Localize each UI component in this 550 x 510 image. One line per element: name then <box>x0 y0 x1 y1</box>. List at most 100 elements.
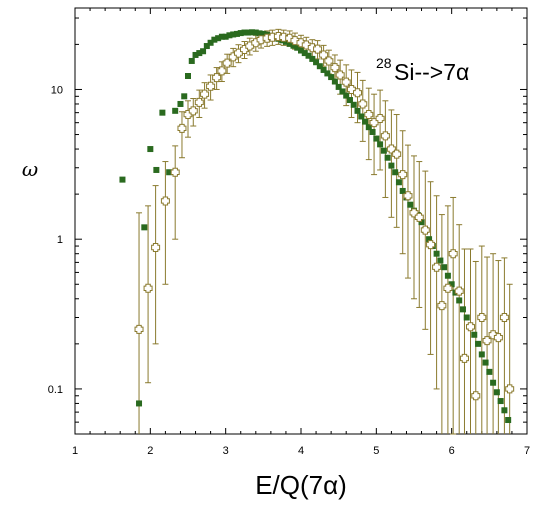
filled-square-point <box>215 35 222 42</box>
filled-square-point <box>305 52 312 59</box>
open-cross-point <box>380 131 390 141</box>
x-tick-label: 3 <box>223 445 229 457</box>
filled-square-point <box>392 169 399 176</box>
filled-square-point <box>222 33 229 40</box>
open-cross-point <box>206 81 216 91</box>
open-cross-point <box>392 149 402 159</box>
filled-square-point <box>226 32 233 39</box>
open-cross-point <box>505 384 515 394</box>
open-cross-point <box>466 322 475 332</box>
filled-square-point <box>365 124 372 131</box>
filled-square-point <box>328 74 335 81</box>
axis-ticks <box>74 8 528 435</box>
filled-square-point <box>147 146 154 153</box>
filled-square-point <box>252 29 259 36</box>
filled-square-point <box>188 57 195 64</box>
open-cross-point <box>403 191 413 201</box>
filled-square-point <box>486 368 493 375</box>
filled-square-point <box>320 66 327 73</box>
filled-square-point <box>136 400 143 407</box>
y-tick-label: 0.1 <box>48 384 63 396</box>
annotation-mass-number: 28 <box>376 55 392 71</box>
filled-square-point <box>407 201 414 208</box>
filled-square-point <box>192 51 199 58</box>
filled-square-point <box>196 50 203 57</box>
filled-square-point <box>172 107 179 114</box>
open-cross-point <box>188 106 198 116</box>
open-cross-point <box>414 212 424 222</box>
filled-square-point <box>290 42 297 49</box>
filled-square-point <box>350 101 357 108</box>
open-cross-point <box>482 336 492 346</box>
filled-square-point <box>358 113 365 120</box>
open-cross-point <box>143 283 153 293</box>
x-tick-label: 4 <box>298 445 304 457</box>
filled-square-point <box>478 351 485 358</box>
open-cross-point <box>459 353 469 363</box>
filled-square-point <box>388 162 395 169</box>
filled-square-point <box>153 166 160 173</box>
filled-square-point <box>501 407 508 414</box>
filled-square-point <box>493 389 500 396</box>
filled-square-point <box>245 29 252 36</box>
filled-square-point <box>298 47 304 54</box>
open-cross-point <box>194 97 204 107</box>
filled-square-point <box>444 272 451 279</box>
filled-square-point <box>119 176 126 183</box>
open-cross-point <box>341 77 351 87</box>
filled-square-point <box>211 36 218 43</box>
filled-square-point <box>482 359 489 366</box>
open-cross-point <box>335 70 345 80</box>
filled-square-point <box>185 73 191 80</box>
open-cross-point <box>432 262 442 272</box>
x-tick-label: 7 <box>524 445 530 457</box>
filled-square-point <box>256 30 263 37</box>
filled-square-point <box>309 55 316 62</box>
filled-square-point <box>475 340 482 347</box>
filled-square-point <box>233 30 240 37</box>
filled-square-point <box>395 179 402 186</box>
open-cross-point <box>477 312 487 322</box>
filled-square-point <box>471 331 478 338</box>
open-cross-point <box>471 391 481 401</box>
filled-square-point <box>159 109 166 116</box>
filled-square-point <box>177 100 184 107</box>
filled-square-point <box>230 31 237 38</box>
x-axis-title: E/Q(7α) <box>255 470 347 500</box>
x-tick-label: 2 <box>147 445 153 457</box>
open-cross-point <box>375 113 385 123</box>
filled-square-point <box>346 97 353 104</box>
filled-square-point <box>237 30 244 37</box>
open-cross-point <box>212 73 222 83</box>
open-cross-point <box>170 167 180 177</box>
filled-square-point <box>369 128 376 135</box>
open-cross-point <box>454 286 464 296</box>
filled-square-point <box>200 48 207 55</box>
filled-square-point <box>141 224 148 231</box>
filled-square-point <box>384 154 391 161</box>
filled-square-point <box>441 264 448 271</box>
error-bars <box>136 28 513 435</box>
open-cross-point <box>151 243 161 253</box>
filled-square-point <box>316 63 323 70</box>
open-cross-point <box>358 99 368 109</box>
filled-square-point <box>373 135 380 142</box>
filled-square-point <box>437 257 444 264</box>
filled-square-point <box>459 306 466 313</box>
filled-square-point <box>354 107 361 114</box>
y-tick-label: 10 <box>51 84 63 96</box>
y-tick-label: 1 <box>57 234 63 246</box>
open-cross-point <box>353 88 362 98</box>
filled-square-point <box>282 38 289 45</box>
open-cross-point <box>493 333 503 343</box>
filled-square-point <box>339 88 346 95</box>
filled-square-point <box>324 70 331 77</box>
x-tick-label: 6 <box>449 445 455 457</box>
filled-square-point <box>203 43 210 50</box>
filled-square-point <box>497 398 504 405</box>
filled-square-point <box>335 83 342 90</box>
filled-square-point <box>426 236 433 243</box>
filled-square-point <box>241 29 248 36</box>
filled-square-point <box>313 59 320 66</box>
